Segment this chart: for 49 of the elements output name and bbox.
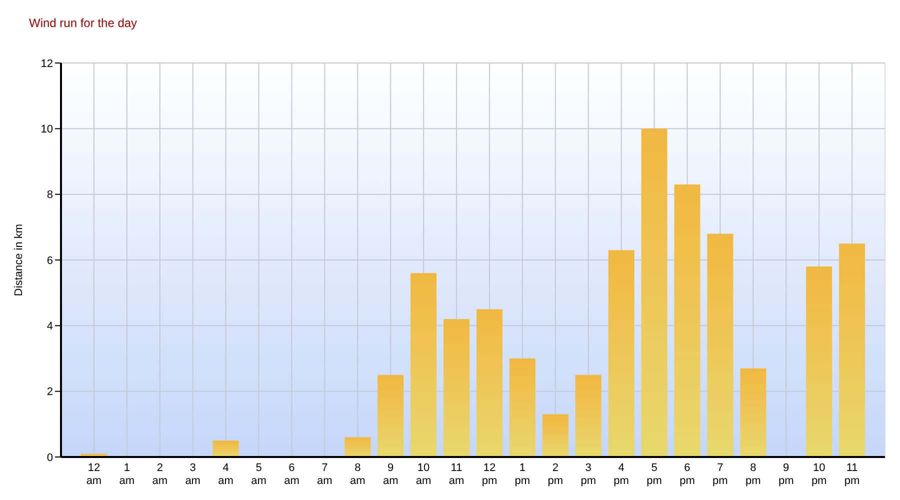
x-tick-label: 7 pm [712,462,728,487]
x-tick-label: 8 pm [746,462,761,487]
bar [444,319,470,457]
x-tick-label: 1 pm [514,462,530,487]
bar [575,374,602,457]
bar [839,244,866,457]
x-tick-label: 1 am [119,462,135,487]
y-tick-label: 10 [40,124,53,136]
bar [212,440,239,457]
x-tick-label: 5 pm [646,462,662,487]
x-tick-label: 8 am [350,462,366,487]
bar [707,234,734,457]
bar [509,358,536,457]
x-tick-label: 4 am [218,462,234,487]
y-tick-label: 6 [46,254,53,267]
bar [378,374,404,457]
bar [476,309,502,457]
x-tick-label: 11 pm [844,462,860,487]
bar [806,266,832,457]
x-tick-label: 9 am [382,462,398,487]
bar [410,273,437,457]
x-tick-label: 3 am [185,462,200,487]
y-tick-label: 0 [46,452,53,464]
x-tick-label: 5 am [251,462,266,487]
x-tick-label: 2 pm [548,462,564,487]
bar [542,414,568,457]
x-tick-label: 9 pm [778,462,794,487]
bar [608,250,634,457]
x-tick-label: 7 am [317,462,332,487]
x-tick-label: 10 am [416,462,432,487]
bar [641,128,668,457]
bar [674,184,700,457]
y-tick-label: 8 [46,189,53,202]
x-tick-label: 6 pm [680,462,695,487]
x-tick-label: 12 pm [482,462,498,487]
x-tick-label: 4 pm [614,462,629,487]
x-tick-label: 6 am [284,462,300,487]
x-tick-label: 2 am [152,462,168,487]
x-tick-label: 11 am [448,462,464,487]
bar [740,368,766,457]
y-axis-title: Distance in km [13,224,25,296]
bar [344,437,371,457]
y-tick-label: 4 [46,320,53,333]
x-tick-label: 12 am [86,462,102,487]
y-tick-label: 2 [46,386,53,398]
chart-title: Wind run for the day [29,16,138,30]
y-tick-label: 12 [40,58,53,70]
x-tick-label: 10 pm [811,462,827,487]
x-tick-label: 3 pm [580,462,596,487]
